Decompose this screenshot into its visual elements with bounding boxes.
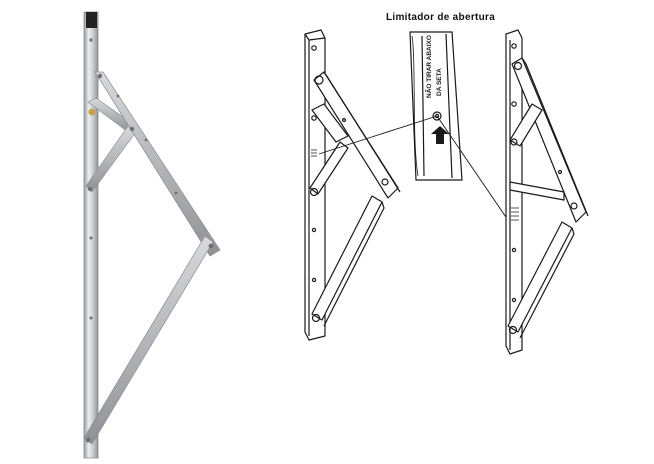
detail-arrow-icon: [431, 126, 449, 144]
engraving-line1: NÃO TIRAR ABAIXO: [424, 35, 433, 98]
leader-line-left: [318, 115, 438, 155]
engraving-line2: DA SETA: [436, 68, 443, 96]
photo-lower-arm: [83, 235, 214, 445]
photo-rivets: [85, 38, 214, 443]
detail-hole: [432, 111, 442, 121]
leader-line-right: [436, 115, 513, 227]
photo-brass-rivet: [88, 108, 96, 116]
photo-rail-top-cap: [86, 12, 97, 28]
photo-upper-arm: [94, 71, 221, 257]
caption-limitador: Limitador de abertura: [386, 12, 496, 23]
limiter-bar: [509, 181, 565, 201]
